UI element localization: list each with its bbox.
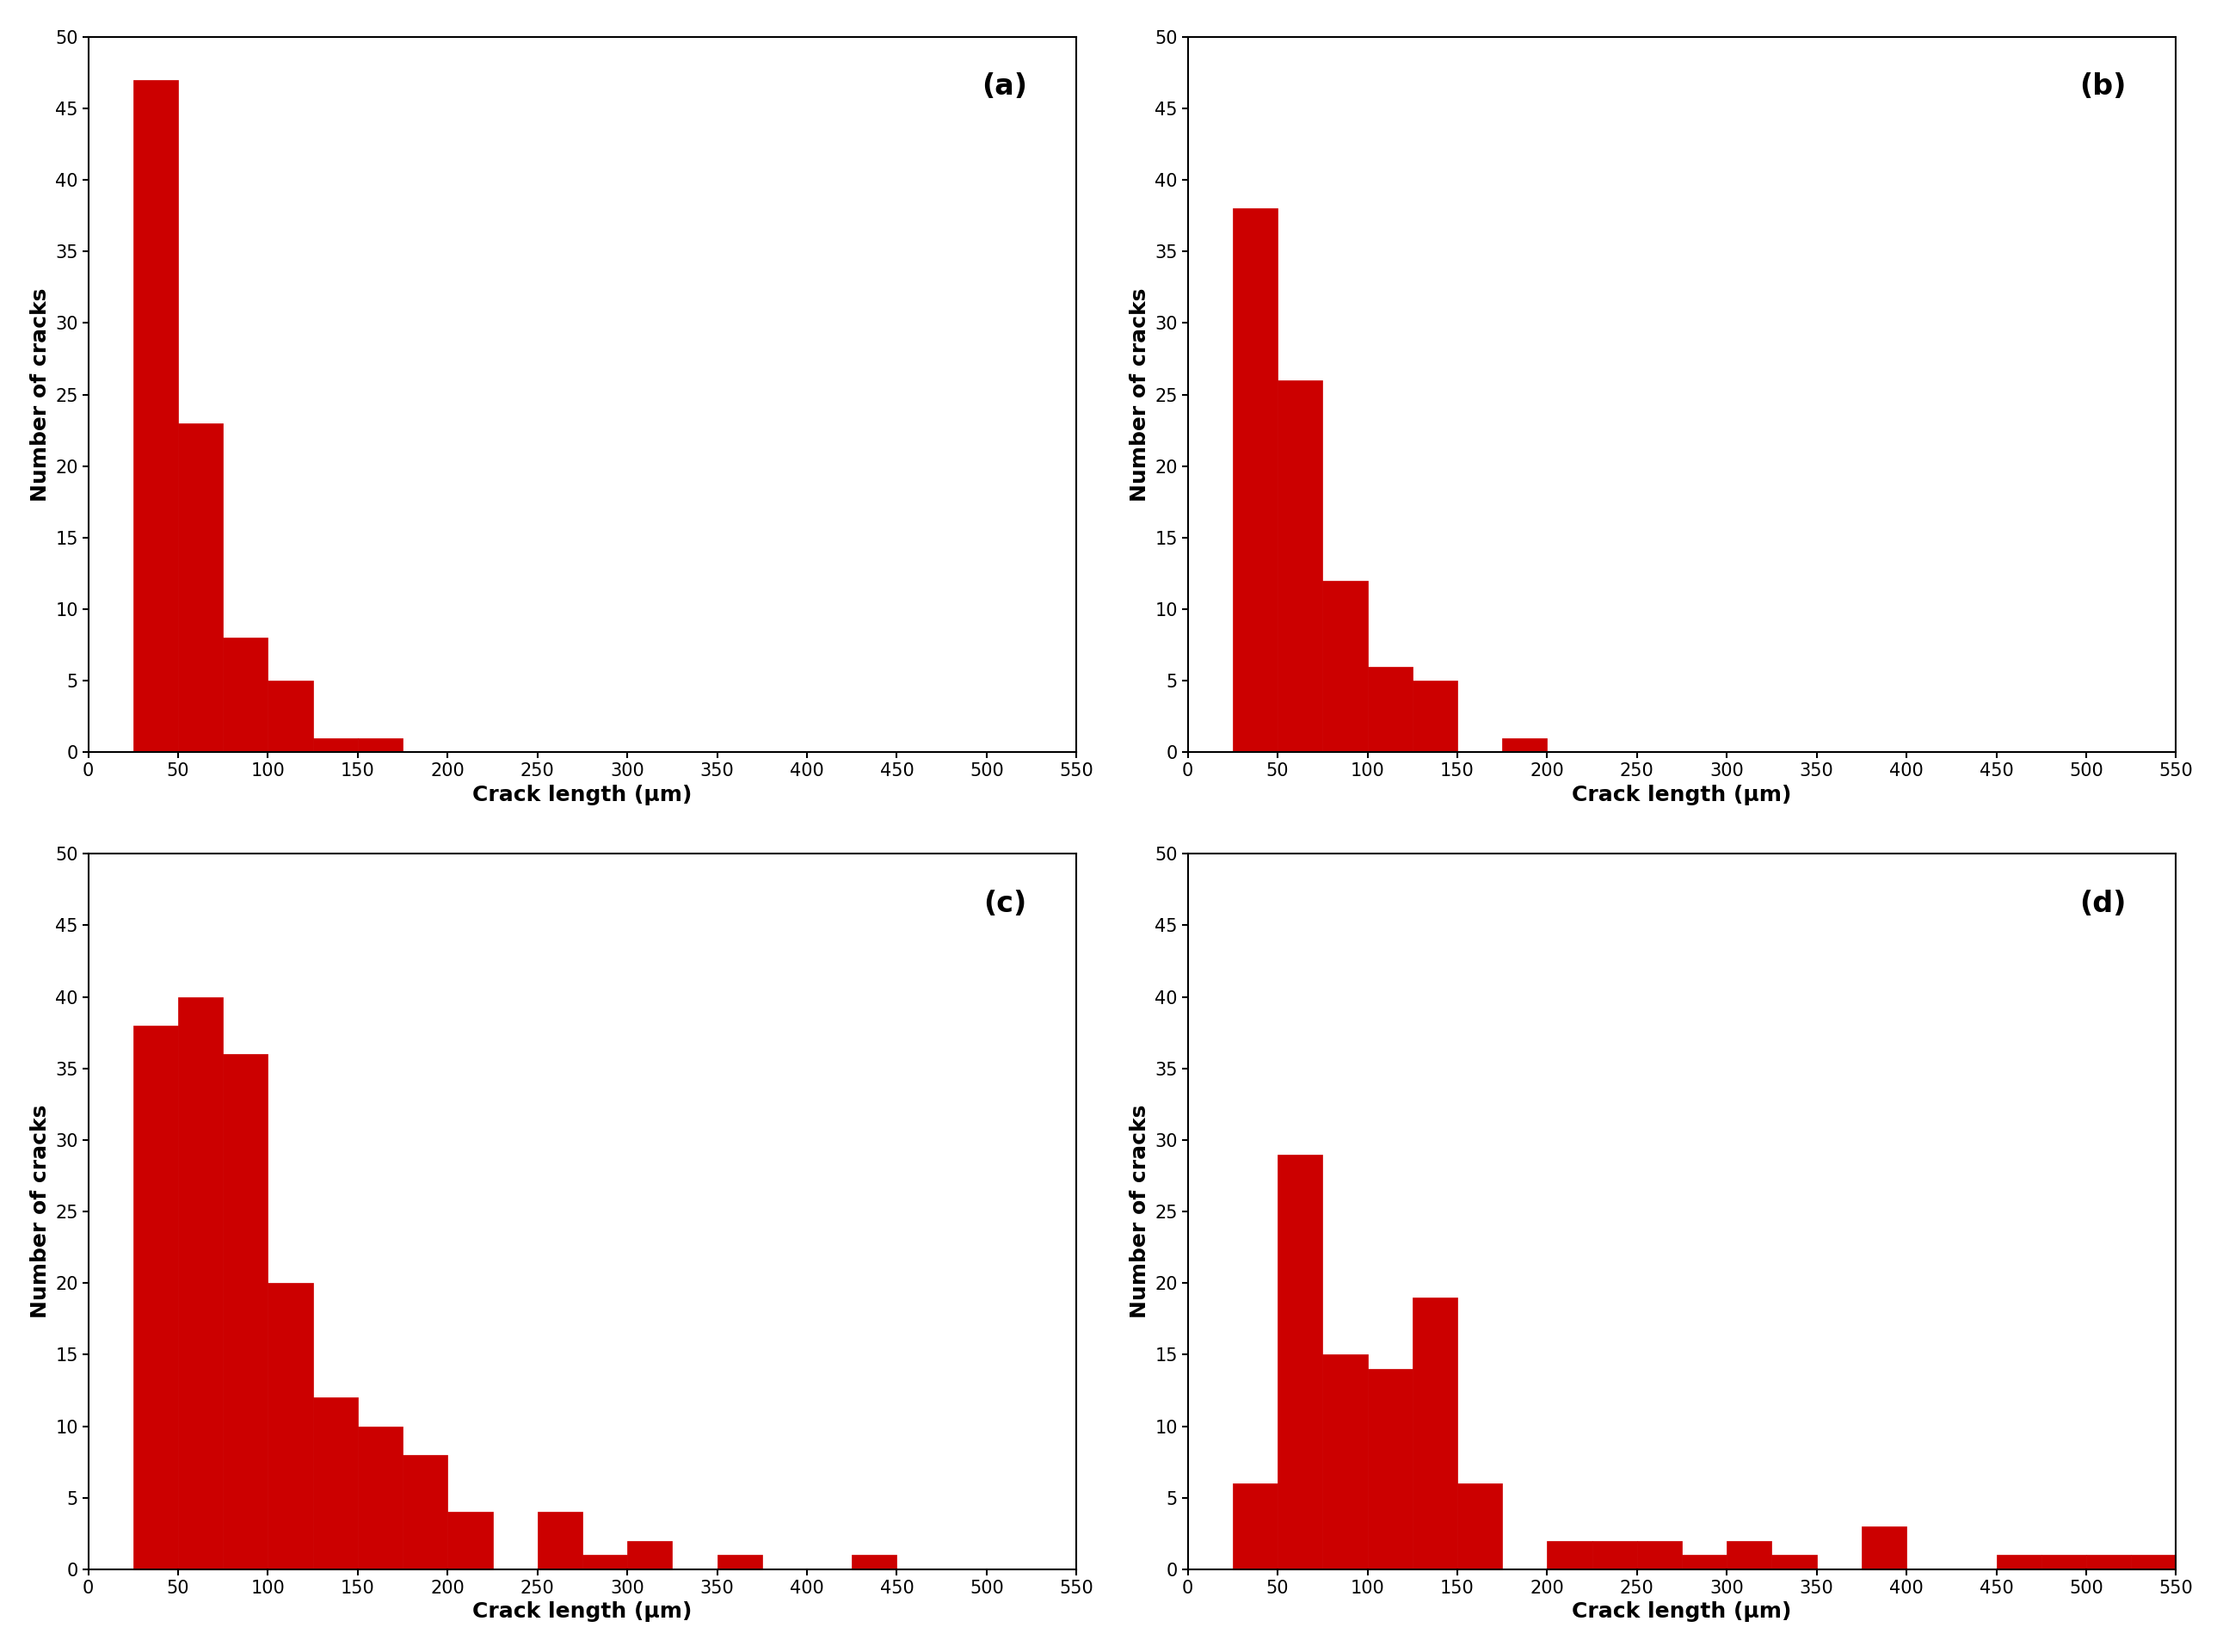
- Bar: [1367, 666, 1412, 752]
- Bar: [133, 1026, 178, 1569]
- Bar: [1234, 1483, 1278, 1569]
- Bar: [1278, 1155, 1323, 1569]
- Bar: [2041, 1555, 2085, 1569]
- Bar: [178, 423, 222, 752]
- Bar: [1278, 380, 1323, 752]
- Bar: [447, 1512, 494, 1569]
- Text: (a): (a): [983, 73, 1027, 101]
- Text: (d): (d): [2081, 889, 2127, 919]
- Bar: [1323, 1355, 1367, 1569]
- Bar: [269, 1284, 313, 1569]
- Bar: [358, 1426, 402, 1569]
- Bar: [1412, 681, 1458, 752]
- Bar: [1412, 1297, 1458, 1569]
- Y-axis label: Number of cracks: Number of cracks: [1129, 1105, 1149, 1318]
- Text: (b): (b): [2081, 73, 2127, 101]
- Bar: [1861, 1526, 1907, 1569]
- Bar: [402, 1455, 447, 1569]
- X-axis label: Crack length (μm): Crack length (μm): [1572, 1601, 1792, 1622]
- Bar: [1592, 1541, 1636, 1569]
- Bar: [1683, 1555, 1727, 1569]
- Bar: [1996, 1555, 2041, 1569]
- Bar: [2132, 1555, 2176, 1569]
- Y-axis label: Number of cracks: Number of cracks: [29, 1105, 51, 1318]
- Bar: [1503, 738, 1547, 752]
- X-axis label: Crack length (μm): Crack length (μm): [1572, 785, 1792, 805]
- Text: (c): (c): [985, 889, 1027, 919]
- Bar: [851, 1555, 896, 1569]
- Bar: [222, 1054, 269, 1569]
- Bar: [222, 638, 269, 752]
- X-axis label: Crack length (μm): Crack length (μm): [473, 1601, 691, 1622]
- Bar: [313, 1398, 358, 1569]
- Bar: [582, 1555, 627, 1569]
- Bar: [2085, 1555, 2132, 1569]
- Bar: [718, 1555, 762, 1569]
- Bar: [269, 681, 313, 752]
- Bar: [1636, 1541, 1683, 1569]
- Bar: [538, 1512, 582, 1569]
- Bar: [1772, 1555, 1816, 1569]
- Bar: [1727, 1541, 1772, 1569]
- Bar: [1234, 208, 1278, 752]
- Bar: [178, 996, 222, 1569]
- Bar: [358, 738, 402, 752]
- Y-axis label: Number of cracks: Number of cracks: [29, 287, 51, 501]
- Bar: [1547, 1541, 1592, 1569]
- Bar: [627, 1541, 671, 1569]
- Y-axis label: Number of cracks: Number of cracks: [1129, 287, 1149, 501]
- Bar: [313, 738, 358, 752]
- Bar: [1323, 580, 1367, 752]
- Bar: [1458, 1483, 1503, 1569]
- Bar: [133, 79, 178, 752]
- X-axis label: Crack length (μm): Crack length (μm): [473, 785, 691, 805]
- Bar: [1367, 1370, 1412, 1569]
